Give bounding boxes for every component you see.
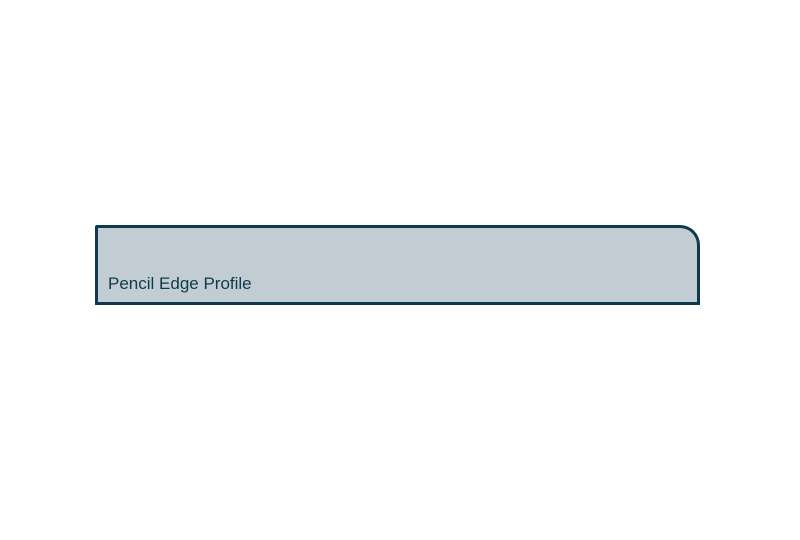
profile-label: Pencil Edge Profile — [108, 274, 252, 294]
profile-shape: Pencil Edge Profile — [95, 225, 700, 305]
pencil-edge-profile-diagram: Pencil Edge Profile — [95, 225, 700, 305]
